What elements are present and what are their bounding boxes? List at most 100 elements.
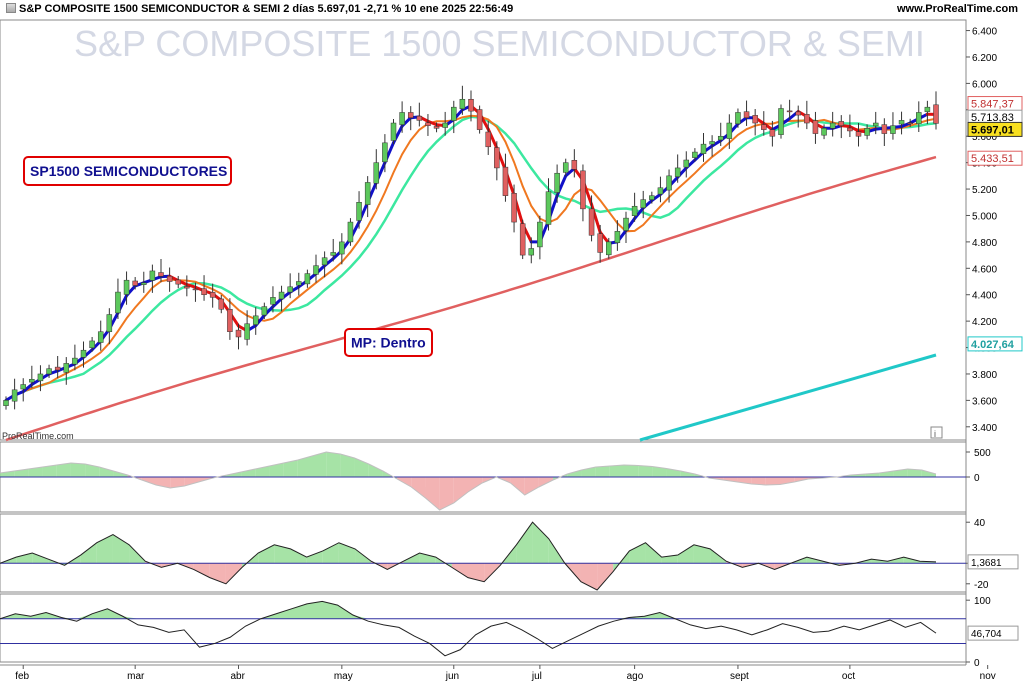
oscillator-area <box>645 542 662 564</box>
candle-body <box>330 252 336 256</box>
candle-body <box>106 314 113 332</box>
candle-body <box>829 122 836 129</box>
oscillator-area <box>419 553 436 564</box>
fast-ma-segment <box>848 125 860 133</box>
candle-body <box>631 205 638 216</box>
sub-value-box <box>967 554 1019 570</box>
candle-body <box>769 129 776 137</box>
candle-body <box>916 112 922 125</box>
candle-body <box>907 122 913 125</box>
candle-body <box>442 122 448 128</box>
site-link[interactable]: www.ProRealTime.com <box>896 3 1018 15</box>
candle-body <box>54 366 61 371</box>
candle-body <box>227 308 233 332</box>
overbought-area <box>0 601 936 619</box>
oscillator-area <box>453 477 468 503</box>
sub-y-tick-label: 0 <box>974 473 980 484</box>
oscillator-area <box>765 477 780 485</box>
annotation-mid-text: MP: Dentro <box>351 335 426 351</box>
price-label-box <box>967 336 1023 352</box>
chart-title-text: S&P COMPOSITE 1500 SEMICONDUCTOR & SEMI … <box>19 3 514 15</box>
candle-body <box>864 128 870 136</box>
fast-ma-segment <box>185 283 197 289</box>
candle-body <box>451 106 457 121</box>
candle-body <box>235 329 242 338</box>
candle-body <box>373 162 380 184</box>
y-tick-label: 4.600 <box>972 264 997 275</box>
candle-body <box>494 147 500 169</box>
candle-body <box>795 111 801 116</box>
candle-body <box>847 127 853 132</box>
y-tick-label: 4.200 <box>972 317 997 328</box>
candle-body <box>881 124 888 134</box>
candle-body <box>537 221 543 248</box>
candle-body <box>115 291 121 314</box>
candle-body <box>743 111 750 118</box>
x-tick-label: oct <box>842 671 856 682</box>
y-tick-label: 3.600 <box>972 396 997 407</box>
sub-panel-frame <box>0 593 967 663</box>
candle-body <box>459 98 466 110</box>
candle-body <box>752 115 758 124</box>
oscillator-area <box>85 464 100 477</box>
candle-body <box>209 292 216 298</box>
x-tick-label: jul <box>531 671 542 682</box>
candle-body <box>554 172 560 193</box>
candle-body <box>855 131 862 137</box>
candle-body <box>184 286 190 289</box>
candle-body <box>321 257 328 266</box>
main-panel-frame <box>0 19 967 441</box>
oscillator-area <box>99 467 114 477</box>
candle-body <box>735 112 741 125</box>
sub-y-tick-label: 0 <box>974 658 980 669</box>
candle-body <box>278 291 285 300</box>
oscillator-area <box>638 465 653 477</box>
oscillator-area <box>96 534 113 564</box>
very-long-ma-line <box>639 353 937 442</box>
candle-body <box>29 378 35 383</box>
candle-body <box>97 331 104 343</box>
oscillator-area <box>306 550 323 564</box>
price-label-text: 5.697,01 <box>971 124 1014 136</box>
candle-body <box>717 135 724 141</box>
fast-ma-segment <box>426 119 439 127</box>
oscillator-area <box>340 454 355 477</box>
candle-body <box>890 125 896 134</box>
candle-body <box>821 128 827 136</box>
oscillator-area <box>661 555 678 564</box>
oscillator-area <box>170 477 185 488</box>
candle-body <box>390 122 397 141</box>
fast-ma-segment <box>633 206 645 221</box>
oscillator-area <box>629 542 646 564</box>
oscillator-area <box>56 463 71 477</box>
candle-body <box>304 273 311 285</box>
annotation-left-text: SP1500 SEMICONDUCTORES <box>30 163 227 179</box>
y-tick-label: 6.000 <box>972 79 997 90</box>
fast-ma-segment <box>564 166 576 178</box>
annotation-mid-box <box>344 328 433 357</box>
candle-body <box>726 122 733 139</box>
sub-y-tick-label: 500 <box>974 448 991 459</box>
candle-body <box>141 282 147 285</box>
sub-y-tick-label: -20 <box>974 580 989 591</box>
candle-body <box>812 120 819 134</box>
oscillator-area <box>32 553 49 564</box>
oscillator-area <box>468 563 485 582</box>
price-label-text: 5.433,51 <box>971 153 1014 165</box>
x-tick-label: ago <box>627 671 644 682</box>
candle-body <box>339 241 345 255</box>
oscillator-area <box>680 471 695 477</box>
y-tick-label: 3.800 <box>972 370 997 381</box>
candle-body <box>562 162 569 173</box>
candle-body <box>3 400 9 406</box>
oscillator-area <box>567 470 582 477</box>
candle-body <box>72 357 78 365</box>
oscillator-area <box>283 460 298 477</box>
oscillator-area <box>595 466 610 477</box>
candle-body <box>786 110 793 113</box>
sub-value-label: 1,3681 <box>971 558 1002 569</box>
candle-body <box>80 349 87 358</box>
candle-body <box>838 121 845 126</box>
candle-body <box>296 281 302 286</box>
